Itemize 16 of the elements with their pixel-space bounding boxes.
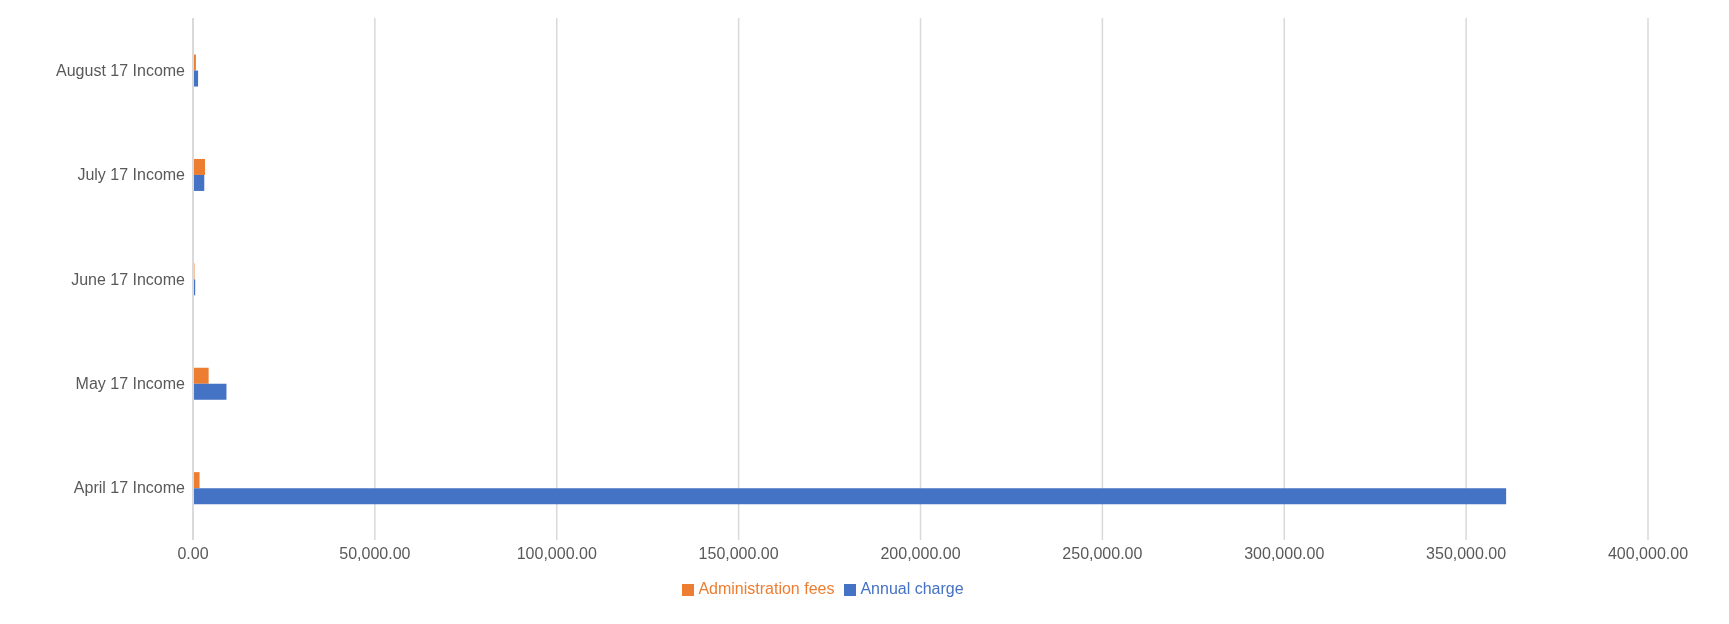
x-tick-label: 300,000.00: [1244, 545, 1325, 563]
y-tick-label: August 17 Income: [56, 61, 186, 79]
y-tick-label: June 17 Income: [71, 270, 186, 288]
x-tick-label: 50,000.00: [339, 545, 411, 563]
y-tick-label: July 17 Income: [77, 166, 186, 184]
x-tick-label: 0.00: [177, 545, 209, 563]
x-tick-label: 250,000.00: [1062, 545, 1143, 563]
y-tick-label: April 17 Income: [73, 479, 186, 497]
x-tick-label: 350,000.00: [1426, 545, 1507, 563]
x-tick-label: 400,000.00: [1607, 545, 1689, 563]
y-tick-label: May 17 Income: [75, 375, 186, 393]
x-tick-label: 150,000.00: [698, 545, 779, 563]
x-tick-label: 100,000.00: [516, 545, 597, 563]
legend-label: Annual charge: [860, 580, 964, 597]
legend-label: Administration fees: [698, 580, 835, 597]
x-tick-label: 200,000.00: [880, 545, 961, 563]
